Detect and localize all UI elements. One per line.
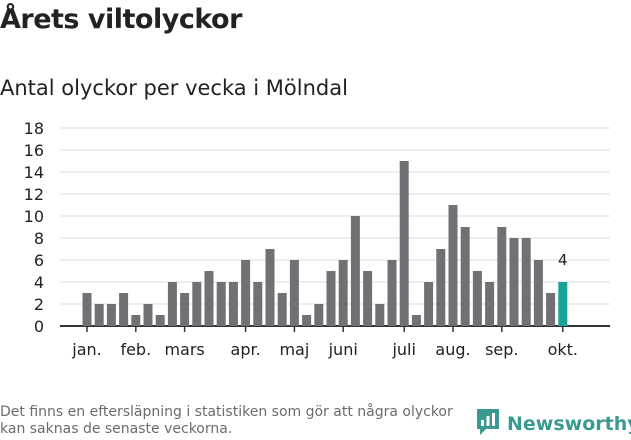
bar bbox=[253, 282, 263, 326]
bar bbox=[143, 304, 153, 326]
x-tick-label: aug. bbox=[435, 340, 470, 359]
bar bbox=[241, 260, 251, 326]
x-tick-label: maj bbox=[279, 340, 309, 359]
bar bbox=[106, 304, 116, 326]
x-axis-ticks: jan. feb. mars apr. maj juni juli aug. sep. okt. bbox=[71, 326, 578, 359]
bar bbox=[228, 282, 238, 326]
x-tick-label: mars bbox=[164, 340, 204, 359]
chart-title: Årets viltolyckor bbox=[0, 4, 242, 35]
y-axis-ticks: 0 2 4 6 8 10 12 14 16 18 bbox=[24, 119, 44, 336]
bar bbox=[472, 271, 482, 326]
x-tick-label: sep. bbox=[485, 340, 518, 359]
y-tick-label: 0 bbox=[34, 317, 44, 336]
brand-name: Newsworthy bbox=[507, 413, 631, 435]
bar bbox=[424, 282, 434, 326]
bar bbox=[265, 249, 275, 326]
bar bbox=[119, 293, 129, 326]
x-tick-label: apr. bbox=[231, 340, 261, 359]
bar bbox=[192, 282, 202, 326]
bar bbox=[289, 260, 299, 326]
bar bbox=[204, 271, 214, 326]
y-tick-label: 6 bbox=[34, 251, 44, 270]
chart-subtitle: Antal olyckor per vecka i Mölndal bbox=[0, 76, 348, 100]
brand: Newsworthy bbox=[475, 408, 631, 440]
bar bbox=[521, 238, 531, 326]
bar bbox=[216, 282, 226, 326]
bar bbox=[485, 282, 495, 326]
x-tick-label: juli bbox=[391, 340, 415, 359]
y-tick-label: 2 bbox=[34, 295, 44, 314]
bar bbox=[338, 260, 348, 326]
bar bbox=[460, 227, 470, 326]
bar bbox=[277, 293, 287, 326]
bar bbox=[375, 304, 385, 326]
newsworthy-logo-icon bbox=[475, 408, 501, 440]
x-tick-label: okt. bbox=[548, 340, 578, 359]
x-tick-label: feb. bbox=[120, 340, 151, 359]
bar bbox=[131, 315, 141, 326]
y-tick-label: 10 bbox=[24, 207, 44, 226]
bar bbox=[436, 249, 446, 326]
highlight-data-label: 4 bbox=[558, 251, 568, 269]
bar bbox=[302, 315, 312, 326]
y-tick-label: 4 bbox=[34, 273, 44, 292]
bar bbox=[399, 161, 409, 326]
bar bbox=[82, 293, 92, 326]
y-tick-label: 12 bbox=[24, 185, 44, 204]
bar bbox=[363, 271, 373, 326]
bar bbox=[411, 315, 421, 326]
bar bbox=[314, 304, 324, 326]
bars bbox=[82, 161, 568, 326]
y-tick-label: 18 bbox=[24, 119, 44, 138]
bar bbox=[558, 282, 568, 326]
bar bbox=[180, 293, 190, 326]
bar bbox=[509, 238, 519, 326]
y-tick-label: 14 bbox=[24, 163, 44, 182]
bar bbox=[497, 227, 507, 326]
bar bbox=[94, 304, 104, 326]
bar bbox=[167, 282, 177, 326]
footnote: Det finns en eftersläpning i statistiken… bbox=[0, 404, 453, 437]
bar bbox=[350, 216, 360, 326]
bar bbox=[533, 260, 543, 326]
data-labels: 4 bbox=[558, 251, 568, 269]
bar bbox=[387, 260, 397, 326]
bar bbox=[448, 205, 458, 326]
y-tick-label: 8 bbox=[34, 229, 44, 248]
bar bbox=[326, 271, 336, 326]
x-tick-label: jan. bbox=[71, 340, 101, 359]
y-tick-label: 16 bbox=[24, 141, 44, 160]
bar bbox=[155, 315, 165, 326]
x-tick-label: juni bbox=[328, 340, 358, 359]
bar bbox=[546, 293, 556, 326]
